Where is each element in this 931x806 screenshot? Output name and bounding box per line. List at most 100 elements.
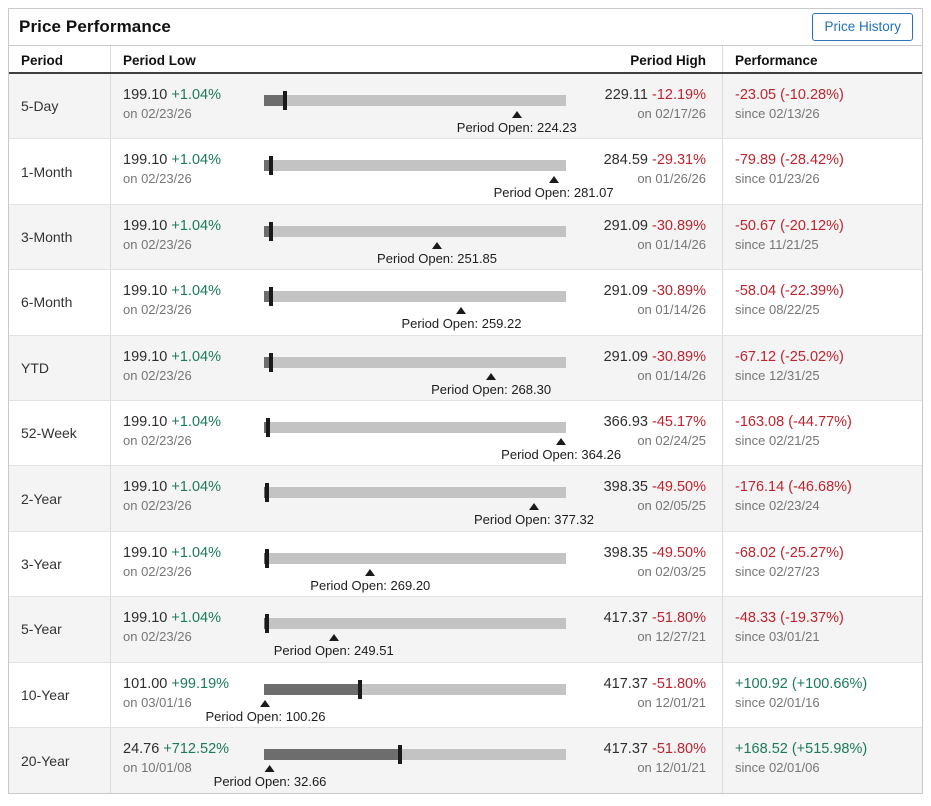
table-row: 52-Week 199.10 +1.04% on 02/23/26 Period… xyxy=(9,400,922,467)
period-low-block: 199.10 +1.04% on 02/23/26 xyxy=(111,336,264,400)
performance-value: -163.08 (-44.77%) xyxy=(735,413,852,430)
table-row: 5-Year 199.10 +1.04% on 02/23/26 Period … xyxy=(9,597,922,663)
period-low-block: 199.10 +1.04% on 02/23/26 xyxy=(111,597,264,661)
period-open-triangle-icon xyxy=(260,699,271,707)
range-cell: 101.00 +99.19% on 03/01/16 Period Open: … xyxy=(111,662,723,727)
performance-since-date: since 02/01/06 xyxy=(735,759,820,775)
period-low-price: 199.10 xyxy=(123,152,168,169)
performance-since-date: since 02/27/23 xyxy=(735,563,820,579)
period-cell: 10-Year xyxy=(9,662,111,727)
range-fill xyxy=(264,160,272,172)
period-cell: 5-Day xyxy=(9,74,111,139)
table-row: 3-Month 199.10 +1.04% on 02/23/26 Period… xyxy=(9,204,922,271)
table-row: 3-Year 199.10 +1.04% on 02/23/26 Period … xyxy=(9,531,922,598)
performance-cell: -68.02 (-25.27%) since 02/27/23 xyxy=(723,532,922,596)
period-open-flag: Period Open: 32.66 xyxy=(213,764,327,789)
period-low-block: 199.10 +1.04% on 02/23/26 xyxy=(111,401,264,465)
performance-cell: -48.33 (-19.37%) since 03/01/21 xyxy=(723,597,922,661)
current-price-marker xyxy=(268,352,273,372)
period-high-price: 291.09 xyxy=(603,283,648,300)
range-cell: 199.10 +1.04% on 02/23/26 Period Open: 2… xyxy=(111,270,723,335)
period-open-flag: Period Open: 268.30 xyxy=(431,372,552,397)
range-cell: 24.76 +712.52% on 10/01/08 Period Open: … xyxy=(111,727,723,794)
performance-value: -48.33 (-19.37%) xyxy=(735,610,844,627)
period-open-flag: Period Open: 259.22 xyxy=(402,307,521,331)
period-low-price: 24.76 xyxy=(123,740,160,757)
current-price-marker xyxy=(265,614,270,634)
range-cell: 199.10 +1.04% on 02/23/26 Period Open: 2… xyxy=(111,74,723,139)
period-high-block: 284.59 -29.31% on 01/26/26 xyxy=(572,139,722,203)
period-open-label: Period Open: 32.66 xyxy=(213,773,327,789)
period-high-block: 229.11 -12.19% on 02/17/26 xyxy=(572,74,722,138)
period-low-price: 101.00 xyxy=(123,675,168,692)
period-open-triangle-icon xyxy=(556,437,567,445)
period-high-date: on 02/03/25 xyxy=(637,563,706,579)
period-cell: YTD xyxy=(9,335,111,400)
period-high-block: 291.09 -30.89% on 01/14/26 xyxy=(572,270,722,334)
period-high-date: on 02/24/25 xyxy=(637,432,706,448)
period-low-date: on 02/23/26 xyxy=(123,629,192,645)
range-fill xyxy=(264,225,271,237)
period-low-block: 199.10 +1.04% on 02/23/26 xyxy=(111,205,264,269)
table-row: YTD 199.10 +1.04% on 02/23/26 Period Ope… xyxy=(9,335,922,401)
period-high-change: -49.50% xyxy=(651,479,706,496)
range-cell: 199.10 +1.04% on 02/23/26 Period Open: 3… xyxy=(111,400,723,466)
period-high-date: on 12/27/21 xyxy=(637,629,706,645)
period-low-date: on 03/01/16 xyxy=(123,694,192,710)
period-low-price: 199.10 xyxy=(123,87,168,103)
table-row: 5-Day 199.10 +1.04% on 02/23/26 Period O… xyxy=(9,74,922,140)
range-cell: 199.10 +1.04% on 02/23/26 Period Open: 2… xyxy=(111,597,723,662)
range-fill xyxy=(264,95,285,106)
period-open-flag: Period Open: 251.85 xyxy=(377,241,498,266)
period-low-date: on 02/23/26 xyxy=(123,563,192,579)
period-cell: 20-Year xyxy=(9,727,111,794)
period-high-price: 291.09 xyxy=(603,348,648,365)
period-high-block: 417.37 -51.80% on 12/01/21 xyxy=(572,663,722,727)
performance-value: -58.04 (-22.39%) xyxy=(735,283,844,300)
period-low-change: +1.04% xyxy=(171,348,221,365)
table-row: 10-Year 101.00 +99.19% on 03/01/16 Perio… xyxy=(9,662,922,728)
period-open-triangle-icon xyxy=(456,307,467,315)
price-range-slider: Period Open: 269.20 xyxy=(264,532,566,596)
column-header-performance: Performance xyxy=(735,53,818,68)
range-track xyxy=(264,744,566,764)
range-fill xyxy=(264,291,271,303)
period-low-date: on 10/01/08 xyxy=(123,759,192,775)
performance-value: -79.89 (-28.42%) xyxy=(735,152,844,169)
range-track xyxy=(264,287,566,307)
performance-since-date: since 12/31/25 xyxy=(735,367,820,383)
period-open-flag: Period Open: 224.23 xyxy=(457,111,577,135)
period-high-block: 291.09 -30.89% on 01/14/26 xyxy=(572,205,722,269)
period-low-block: 199.10 +1.04% on 02/23/26 xyxy=(111,466,264,530)
period-open-label: Period Open: 281.07 xyxy=(493,185,614,201)
period-cell: 52-Week xyxy=(9,400,111,466)
price-range-slider: Period Open: 100.26 xyxy=(206,663,566,727)
period-high-price: 417.37 xyxy=(603,675,648,692)
period-open-triangle-icon xyxy=(432,241,443,249)
period-open-label: Period Open: 268.30 xyxy=(431,381,552,397)
performance-cell: -58.04 (-22.39%) since 08/22/25 xyxy=(723,270,922,334)
table-row: 2-Year 199.10 +1.04% on 02/23/26 Period … xyxy=(9,466,922,532)
performance-since-date: since 01/23/26 xyxy=(735,171,820,187)
period-open-triangle-icon xyxy=(328,634,339,642)
price-range-slider: Period Open: 251.85 xyxy=(264,205,566,269)
range-track xyxy=(264,679,566,699)
period-high-block: 398.35 -49.50% on 02/05/25 xyxy=(572,466,722,530)
period-high-date: on 02/05/25 xyxy=(637,498,706,514)
performance-cell: -163.08 (-44.77%) since 02/21/25 xyxy=(723,401,922,465)
period-high-block: 417.37 -51.80% on 12/27/21 xyxy=(572,597,722,661)
price-range-slider: Period Open: 364.26 xyxy=(264,401,621,465)
period-high-price: 229.11 xyxy=(604,87,648,103)
period-low-price: 199.10 xyxy=(123,544,168,561)
performance-value: -50.67 (-20.12%) xyxy=(735,217,844,234)
period-cell: 5-Year xyxy=(9,597,111,662)
period-high-date: on 01/14/26 xyxy=(637,236,706,252)
period-high-block: 417.37 -51.80% on 12/01/21 xyxy=(572,728,722,793)
period-low-block: 199.10 +1.04% on 02/23/26 xyxy=(111,74,264,138)
price-history-button[interactable]: Price History xyxy=(812,13,913,41)
period-open-label: Period Open: 251.85 xyxy=(377,250,498,266)
column-header-period-low: Period Low xyxy=(123,53,196,68)
performance-value: -176.14 (-46.68%) xyxy=(735,479,852,496)
period-open-label: Period Open: 377.32 xyxy=(473,512,594,528)
range-track xyxy=(264,548,566,568)
